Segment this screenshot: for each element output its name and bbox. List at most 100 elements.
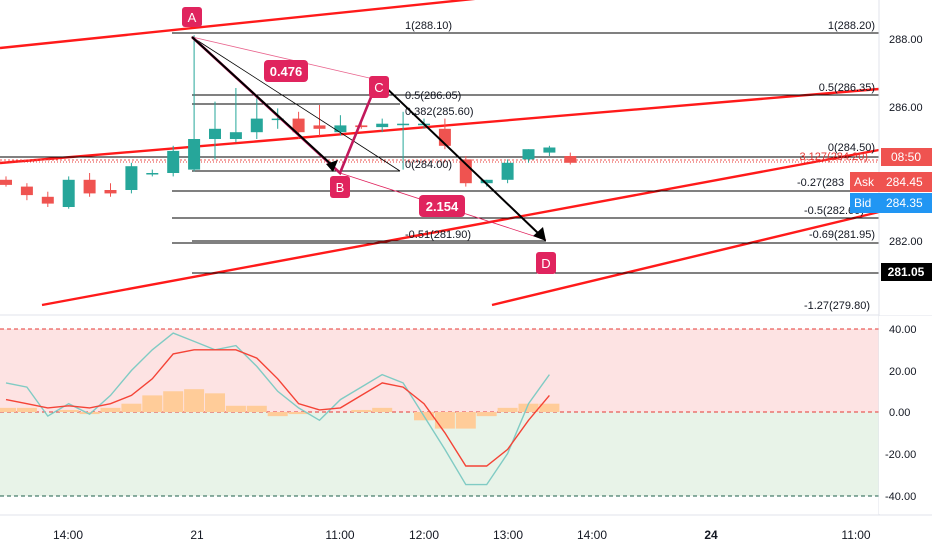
point-a-label[interactable]: A — [182, 7, 202, 27]
candle-body[interactable] — [292, 118, 305, 133]
point-d-text: D — [541, 256, 550, 271]
osc-hist-bar — [288, 412, 309, 415]
candle-body[interactable] — [209, 128, 221, 139]
channel-line-lower[interactable] — [41, 148, 880, 307]
candle-body[interactable] — [20, 186, 33, 196]
channel-line-top[interactable] — [0, 0, 483, 50]
ratio-bc-badge[interactable]: 0.476 — [264, 60, 308, 82]
time-axis[interactable]: 14:00 21 11:00 12:00 13:00 14:00 24 11:0… — [0, 514, 932, 542]
osc-hist-bar — [225, 405, 246, 412]
osc-hist-bar — [184, 389, 205, 412]
ask-badge[interactable] — [850, 172, 932, 192]
point-a-text: A — [188, 10, 197, 25]
candle-body[interactable] — [313, 125, 326, 129]
osc-hist-bar — [163, 391, 184, 412]
fib-label: -0.51(281.90) — [405, 229, 471, 241]
candle-body[interactable] — [104, 190, 117, 194]
ratio-cd-badge[interactable]: 2.154 — [419, 195, 465, 217]
point-b-label[interactable]: B — [330, 176, 350, 198]
candle-body[interactable] — [397, 123, 410, 126]
candle-body[interactable] — [459, 159, 472, 184]
candle-body[interactable] — [41, 196, 54, 204]
candle-body[interactable] — [334, 125, 347, 133]
ask-label: Ask — [854, 175, 875, 189]
time-tick-label: 14:00 — [577, 528, 607, 542]
arrow-a-to-b[interactable] — [191, 36, 334, 167]
candle-body[interactable] — [501, 162, 514, 180]
osc-hist-bar — [372, 407, 393, 412]
osc-hist-bar — [58, 409, 79, 412]
time-tick-label: 11:00 — [841, 528, 870, 542]
ask-value: 284.45 — [886, 175, 923, 189]
price-pane-bg[interactable] — [0, 0, 879, 305]
osc-hist-bar — [246, 405, 267, 412]
bid-label: Bid — [854, 196, 871, 210]
arrow-head-b — [326, 160, 338, 172]
time-tick-label: 21 — [190, 528, 204, 542]
fib-label: -0.27(283 — [797, 177, 844, 189]
candle-body[interactable] — [271, 118, 284, 121]
candle-body[interactable] — [250, 118, 263, 133]
osc-hist-bar — [476, 412, 497, 417]
osc-hist-bar — [0, 407, 16, 412]
channel-lines[interactable] — [0, 0, 880, 307]
arrow-c-to-d[interactable] — [377, 79, 541, 236]
osc-hist-bar — [267, 412, 288, 417]
osc-hist-bar — [539, 403, 560, 412]
fib-label: 0.5(286.05) — [405, 90, 461, 102]
candle-body[interactable] — [376, 123, 389, 128]
arrow-head-d — [533, 227, 546, 241]
point-d-label[interactable]: D — [536, 252, 556, 274]
channel-line-middle[interactable] — [0, 87, 880, 165]
countdown-badge — [881, 148, 932, 166]
price-axis[interactable]: 288.00 286.00 282.00 08:50 Ask 284.45 Bi… — [850, 0, 932, 515]
candle-body[interactable] — [564, 156, 577, 163]
marker-price-text: 281.05 — [888, 265, 925, 279]
candle-body[interactable] — [83, 179, 96, 194]
ratio-bc-text: 0.476 — [270, 64, 303, 79]
marker-price-badge — [881, 263, 932, 281]
fib-levels[interactable] — [0, 32, 879, 274]
osc-hist-bar — [497, 407, 518, 412]
candle-body[interactable] — [355, 125, 368, 128]
fib-label: 0.382(285.60) — [405, 106, 474, 118]
osc-axis[interactable]: 40.00 20.00 0.00 -20.00 -40.00 — [879, 316, 932, 514]
countdown-text: 08:50 — [891, 150, 921, 164]
fib-labels: 1(288.10) 0.5(286.05) 0.382(285.60) 0(28… — [405, 20, 875, 312]
candle-body[interactable] — [146, 173, 159, 175]
osc-hist-bar — [100, 407, 121, 412]
fib-label: 1(288.20) — [828, 20, 875, 32]
fib-label: 0(284.50) — [828, 142, 875, 154]
candle-body[interactable] — [522, 149, 535, 160]
candle-body[interactable] — [167, 150, 180, 173]
time-tick-label: 24 — [704, 528, 718, 542]
osc-tick-label: -20.00 — [885, 449, 916, 461]
osc-tick-label: 0.00 — [889, 407, 910, 419]
candle-body[interactable] — [125, 166, 138, 190]
fib-label: 3.127(284.20) — [800, 151, 869, 163]
candle-body[interactable] — [188, 139, 201, 170]
osc-tick-label: 20.00 — [889, 366, 917, 378]
candle-body[interactable] — [480, 179, 493, 184]
bid-badge[interactable] — [850, 193, 932, 213]
harmonic-pattern[interactable]: A B C D 0.476 2.154 — [182, 7, 556, 274]
osc-fast-line[interactable] — [5, 332, 550, 486]
point-b-text: B — [336, 180, 345, 195]
time-tick-label: 14:00 — [53, 528, 83, 542]
fib-label: -0.5(282.60) — [804, 205, 864, 217]
candle-body[interactable] — [229, 132, 242, 139]
candle-body[interactable] — [0, 179, 12, 185]
osc-hist-bar — [351, 409, 372, 412]
price-tick-label: 286.00 — [889, 102, 923, 114]
price-tick-label: 282.00 — [889, 236, 923, 248]
channel-line-bottom[interactable] — [491, 210, 880, 307]
candle-body[interactable] — [62, 179, 75, 207]
candle-body[interactable] — [543, 147, 556, 153]
osc-hist-bar — [518, 403, 539, 412]
osc-hist-bar — [142, 395, 163, 412]
osc-hist-bar — [434, 412, 455, 429]
point-c-label[interactable]: C — [369, 76, 389, 98]
osc-slow-line[interactable] — [5, 349, 550, 467]
